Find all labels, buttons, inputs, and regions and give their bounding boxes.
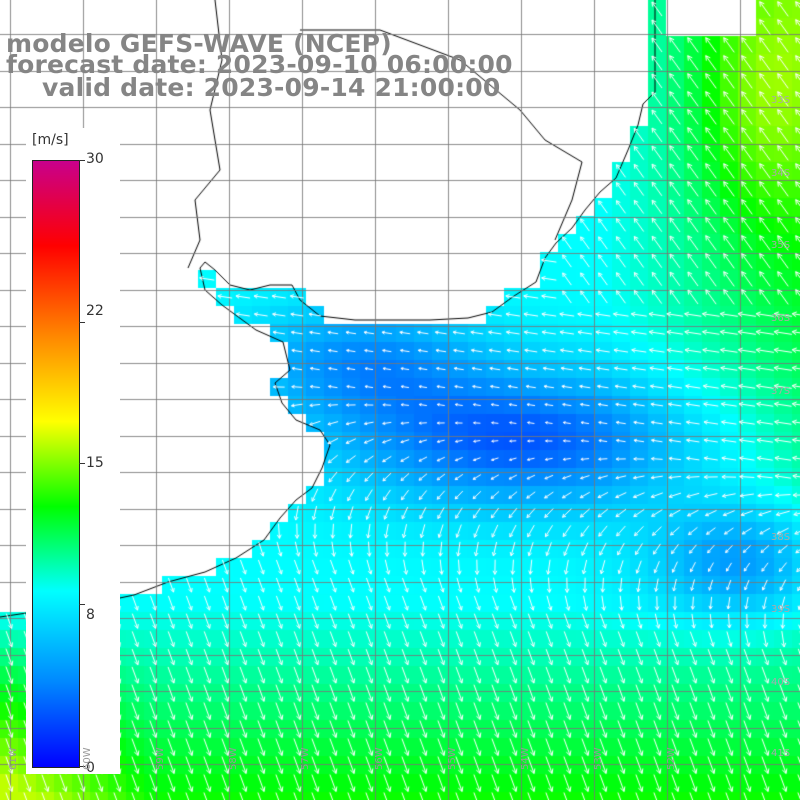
model-title: modelo GEFS-WAVE (NCEP)	[6, 29, 392, 58]
colorbar-tick	[79, 766, 85, 767]
lon-label: 56W	[374, 747, 385, 770]
colorbar-label: 22	[86, 303, 104, 319]
lon-label: 61W	[8, 747, 19, 770]
lat-label: 41S	[771, 748, 791, 759]
lat-label: 36S	[771, 313, 791, 324]
lon-label: 60W	[82, 747, 93, 770]
colorbar-label-min: 0	[86, 760, 95, 776]
lon-label: 54W	[520, 747, 531, 770]
colorbar-tick	[79, 463, 85, 464]
colorbar-tick	[79, 322, 85, 323]
lon-label: 57W	[300, 747, 311, 770]
lon-label: 52W	[666, 747, 677, 770]
lat-label: 33S	[771, 95, 791, 106]
lat-label: 35S	[771, 240, 791, 251]
colorbar	[32, 160, 80, 768]
lat-label: 34S	[771, 168, 791, 179]
lon-label: 53W	[593, 747, 604, 770]
lat-label: 38S	[771, 532, 791, 543]
colorbar-tick	[79, 160, 85, 161]
colorbar-label: 15	[86, 455, 104, 471]
lon-label: 58W	[228, 747, 239, 770]
lon-label: 59W	[155, 747, 166, 770]
forecast-date: forecast date: 2023-09-10 06:00:00	[6, 50, 513, 79]
colorbar-label: 8	[86, 607, 95, 623]
lat-label: 39S	[771, 604, 791, 615]
lon-label: 55W	[447, 747, 458, 770]
colorbar-tick	[79, 604, 85, 605]
colorbar-label-max: 30	[86, 151, 104, 167]
lat-label: 40S	[771, 677, 791, 688]
valid-date: valid date: 2023-09-14 21:00:00	[42, 73, 501, 102]
lat-label: 37S	[771, 386, 791, 397]
colorbar-unit: [m/s]	[32, 132, 69, 148]
